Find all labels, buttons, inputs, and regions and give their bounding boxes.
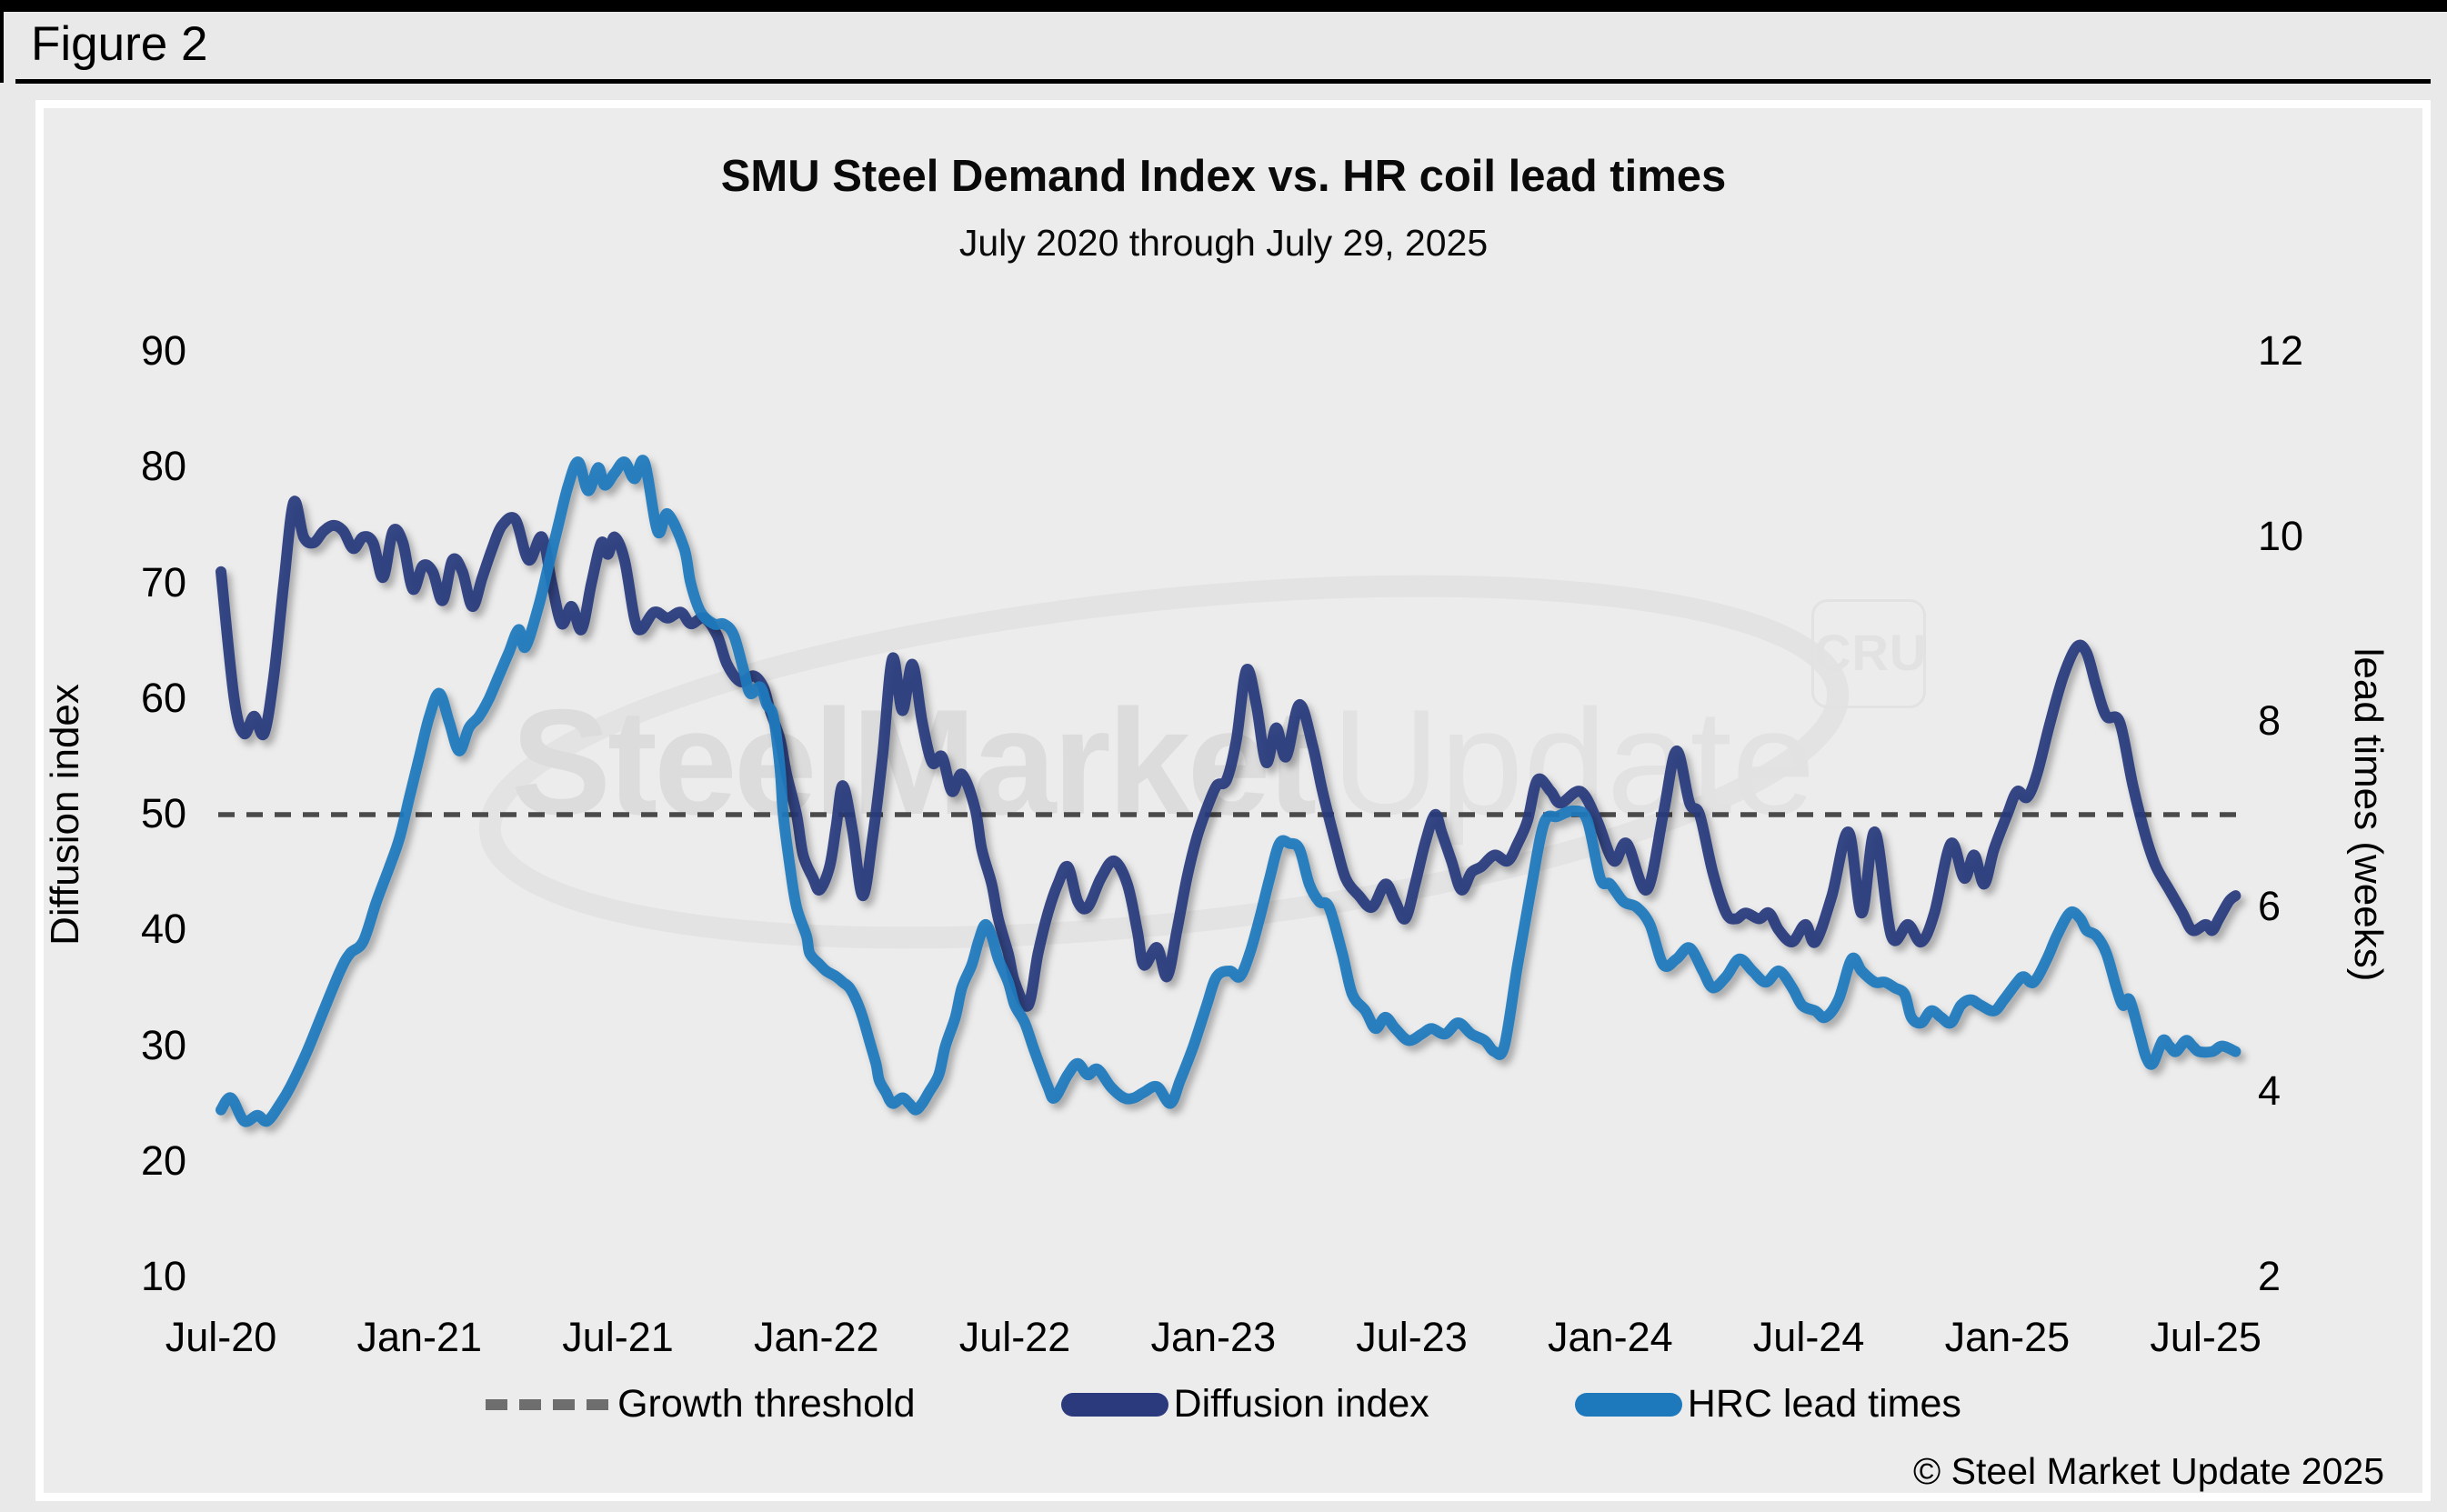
legend-item-hrc-lead-times: HRC lead times bbox=[1574, 1382, 1961, 1427]
y-left-tick-label: 10 bbox=[140, 1253, 186, 1299]
x-tick-label: Jul-25 bbox=[2150, 1314, 2261, 1360]
y-left-tick-label: 80 bbox=[140, 443, 186, 490]
x-tick-label: Jul-22 bbox=[958, 1314, 1071, 1360]
legend-label: Diffusion index bbox=[1173, 1382, 1429, 1426]
header-left-edge bbox=[0, 12, 4, 83]
y-left-axis-title: Diffusion index bbox=[43, 684, 87, 946]
y-right-tick-label: 12 bbox=[2258, 327, 2304, 374]
x-tick-label: Jul-23 bbox=[1356, 1314, 1468, 1360]
y-right-tick-label: 10 bbox=[2258, 512, 2304, 559]
x-tick-label: Jan-23 bbox=[1150, 1314, 1277, 1360]
y-right-tick-label: 6 bbox=[2258, 882, 2282, 929]
y-right-axis-title: lead times (weeks) bbox=[2346, 647, 2391, 982]
y-left-tick-label: 30 bbox=[140, 1021, 186, 1068]
watermark-bold-text: SteelMarket bbox=[511, 678, 1317, 846]
x-tick-label: Jan-22 bbox=[753, 1314, 879, 1360]
y-left-tick-label: 60 bbox=[140, 674, 186, 721]
x-tick-label: Jan-25 bbox=[1944, 1314, 2071, 1360]
chart-subtitle: July 2020 through July 29, 2025 bbox=[958, 222, 1489, 264]
line-swatch bbox=[1574, 1392, 1682, 1417]
chart-title: SMU Steel Demand Index vs. HR coil lead … bbox=[720, 152, 1727, 201]
dashed-line-swatch bbox=[486, 1398, 609, 1410]
top-black-bar bbox=[0, 0, 2447, 12]
figure-label: Figure 2 bbox=[31, 17, 208, 71]
hrc-lead-times-line bbox=[216, 455, 2241, 1127]
y-left-tick-label: 90 bbox=[140, 327, 186, 374]
y-right-tick-label: 2 bbox=[2258, 1253, 2282, 1299]
y-left-tick-label: 70 bbox=[140, 558, 186, 606]
y-left-tick-label: 40 bbox=[140, 906, 186, 953]
legend-item-diffusion-index: Diffusion index bbox=[1060, 1382, 1429, 1427]
x-tick-label: Jul-24 bbox=[1752, 1314, 1865, 1360]
watermark-text: SteelMarket Update bbox=[511, 687, 1815, 837]
y-left-tick-label: 20 bbox=[140, 1137, 186, 1184]
legend-item-growth-threshold: Growth threshold bbox=[486, 1382, 916, 1427]
copyright-text: © Steel Market Update 2025 bbox=[1913, 1450, 2384, 1492]
line-swatch bbox=[1060, 1392, 1168, 1417]
header-rule bbox=[15, 79, 2431, 84]
chart-legend: Growth threshold Diffusion index HRC lead … bbox=[0, 1382, 2447, 1427]
x-tick-label: Jul-21 bbox=[562, 1314, 674, 1360]
legend-label: HRC lead times bbox=[1687, 1382, 1961, 1426]
y-left-tick-label: 50 bbox=[140, 790, 186, 836]
x-tick-label: Jan-24 bbox=[1548, 1314, 1673, 1360]
x-tick-label: Jul-20 bbox=[165, 1314, 277, 1360]
y-right-tick-label: 8 bbox=[2258, 697, 2282, 745]
x-tick-label: Jan-21 bbox=[356, 1314, 483, 1360]
cru-logo-badge: CRU bbox=[1811, 599, 1926, 708]
diffusion-index-line bbox=[216, 496, 2241, 1012]
legend-label: Growth threshold bbox=[617, 1382, 916, 1426]
y-right-tick-label: 4 bbox=[2258, 1067, 2282, 1115]
